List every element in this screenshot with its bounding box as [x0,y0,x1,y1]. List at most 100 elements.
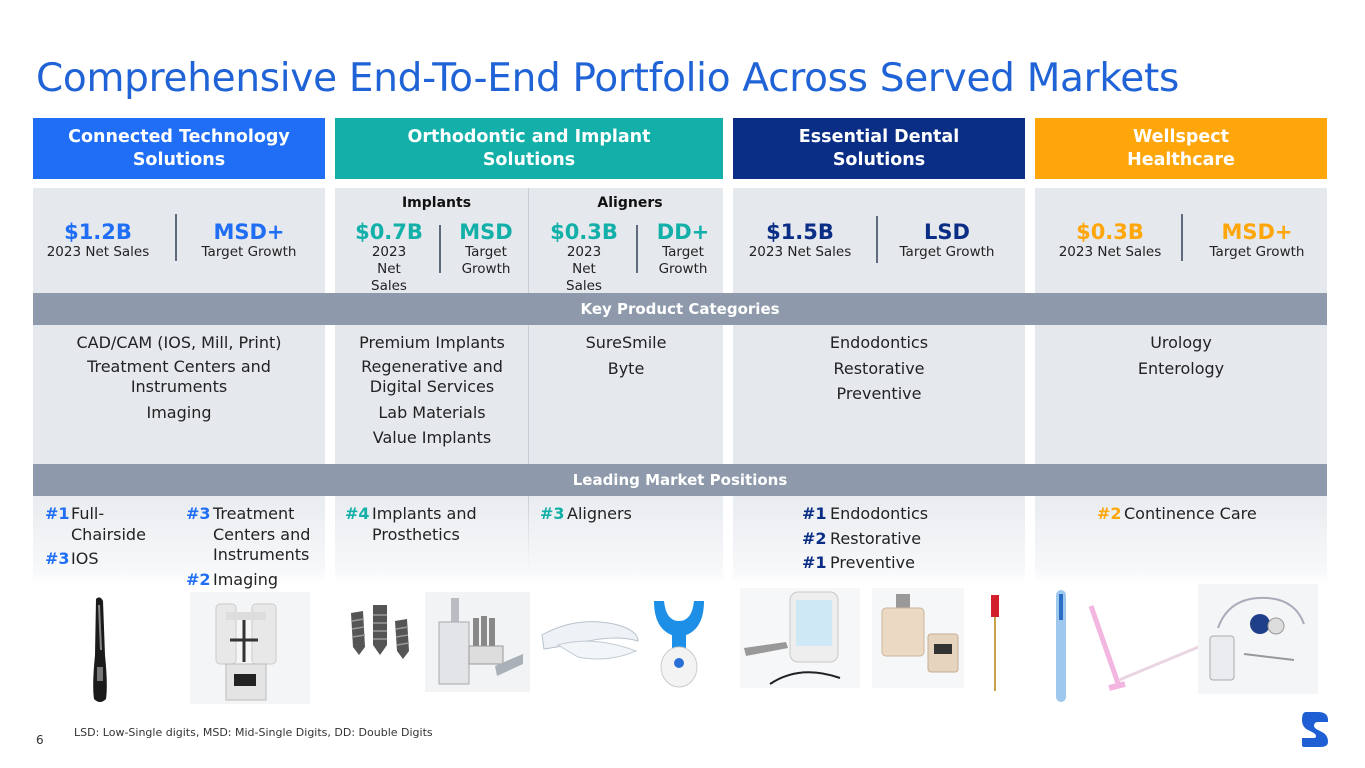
dental-implants-image [351,605,410,659]
ws-sales-label: 2023 Net Sales [1058,244,1162,260]
cts-sales-value: $1.2B [64,220,132,244]
position-item: #3 Aligners [540,504,720,525]
ws-sales-metric: $0.3B 2023 Net Sales [1050,220,1170,261]
category-item: Treatment Centers and Instruments [87,356,271,396]
category-item: Preventive [836,384,922,403]
position-text: Treatment Centers and Instruments [213,504,311,564]
eds-categories: Endodontics Restorative Preventive [735,331,1023,408]
eds-sales-metric: $1.5B 2023 Net Sales [740,220,860,261]
header-orthodontic-implant: Orthodontic and Implant Solutions [335,118,723,179]
cts-sales-label: 2023 Net Sales [46,244,150,260]
fade-oi [335,496,723,584]
cts-growth-metric: MSD+ Target Growth [190,220,308,261]
eds-growth-metric: LSD Target Growth [888,220,1006,261]
implant-kit-image [425,592,530,692]
endodontic-motor-image [740,588,860,688]
urology-catheter-image [1056,590,1066,702]
position-text: Implants and Prosthetics [372,504,477,544]
position-text: IOS [71,549,99,568]
aligners-growth-label: Target Growth [658,244,708,277]
position-item: #2 Imaging [186,570,322,591]
eds-positions: #1 Endodontics #2 Restorative #1 Prevent… [802,504,1002,574]
eds-metric-divider [876,216,878,263]
ws-positions: #2 Continence Care [1097,504,1317,525]
category-item: SureSmile [585,333,667,352]
position-text: Aligners [567,504,632,523]
ws-growth-value: MSD+ [1221,220,1293,244]
restorative-blocks-image [872,588,964,688]
continence-care-system-image [1198,584,1318,694]
position-rank: #3 [45,549,70,568]
position-text: Full-Chairside [71,504,146,544]
imaging-unit-image [190,592,310,704]
aligners-sales-label: 2023 Net Sales [566,244,602,294]
aligners-sales-value: $0.3B [550,220,618,244]
fade-ws [1035,496,1327,584]
position-item: #1 Endodontics [802,504,1002,525]
eds-sales-label: 2023 Net Sales [748,244,852,260]
implants-growth-value: MSD [459,220,513,244]
ws-growth-metric: MSD+ Target Growth [1196,220,1318,261]
position-text: Endodontics [830,504,929,523]
position-item: #2 Restorative [802,529,1002,550]
position-rank: #1 [802,553,827,572]
category-item: Endodontics [829,333,929,352]
page-title: Comprehensive End-To-End Portfolio Acros… [36,56,1179,101]
aligners-sales-metric: $0.3B 2023 Net Sales [545,220,623,295]
implants-categories: Premium Implants Regenerative and Digita… [340,331,524,452]
ws-sales-value: $0.3B [1076,220,1144,244]
category-item: Imaging [146,402,212,422]
position-rank: #1 [802,504,827,523]
implants-growth-label: Target Growth [461,244,511,277]
position-rank: #4 [345,504,370,523]
cts-growth-label: Target Growth [201,244,297,260]
eds-sales-value: $1.5B [766,220,834,244]
position-text: Continence Care [1124,504,1257,523]
implants-heading: Implants [401,195,472,211]
cts-growth-value: MSD+ [213,220,285,244]
category-item: Enterology [1137,358,1225,378]
oi-divider-mid [528,325,529,464]
endodontic-file-image [991,595,999,691]
header-essential-dental: Essential Dental Solutions [733,118,1025,179]
position-rank: #2 [802,528,827,548]
leading-market-positions-band: Leading Market Positions [33,464,1327,496]
cts-categories: CAD/CAM (IOS, Mill, Print) Treatment Cen… [45,331,313,426]
position-text: Restorative [830,528,922,548]
cts-sales-metric: $1.2B 2023 Net Sales [38,220,158,261]
category-item: Lab Materials [378,402,486,422]
position-item: #3 Treatment Centers and Instruments [186,504,322,566]
position-rank: #2 [186,569,211,589]
cts-metric-divider [175,214,177,261]
position-text: Imaging [213,569,279,589]
position-rank: #2 [1097,504,1122,523]
aligners-categories: SureSmile Byte [530,331,722,382]
position-rank: #1 [45,504,70,523]
aligners-heading: Aligners [597,195,663,211]
position-item: #1 Preventive [802,553,1002,574]
category-item: Value Implants [372,428,492,447]
intraoral-scanner-image [93,597,107,702]
aligners-metric-divider [636,225,638,273]
eds-growth-value: LSD [924,220,970,244]
implants-sales-value: $0.7B [355,220,423,244]
cts-positions-right: #3 Treatment Centers and Instruments #2 … [186,504,322,590]
implants-metric-divider [439,225,441,273]
implants-sales-metric: $0.7B 2023 Net Sales [350,220,428,295]
category-item: Premium Implants [359,333,505,352]
implants-positions: #4 Implants and Prosthetics [345,504,525,545]
cts-positions-left: #1 Full-Chairside #3 IOS [45,504,175,570]
eds-growth-label: Target Growth [899,244,995,260]
position-item: #4 Implants and Prosthetics [345,504,525,545]
aligners-positions: #3 Aligners [540,504,720,525]
header-connected-technology: Connected Technology Solutions [33,118,325,179]
category-item: Byte [607,358,645,378]
footnote: LSD: Low-Single digits, MSD: Mid-Single … [74,726,433,739]
ws-growth-label: Target Growth [1209,244,1305,260]
category-item: Regenerative and Digital Services [361,356,503,396]
ws-categories: Urology Enterology [1037,331,1325,382]
aligner-device-image [654,601,704,688]
fade-cts [33,496,325,584]
position-item: #1 Full-Chairside [45,504,175,545]
aligners-growth-value: DD+ [656,220,710,244]
